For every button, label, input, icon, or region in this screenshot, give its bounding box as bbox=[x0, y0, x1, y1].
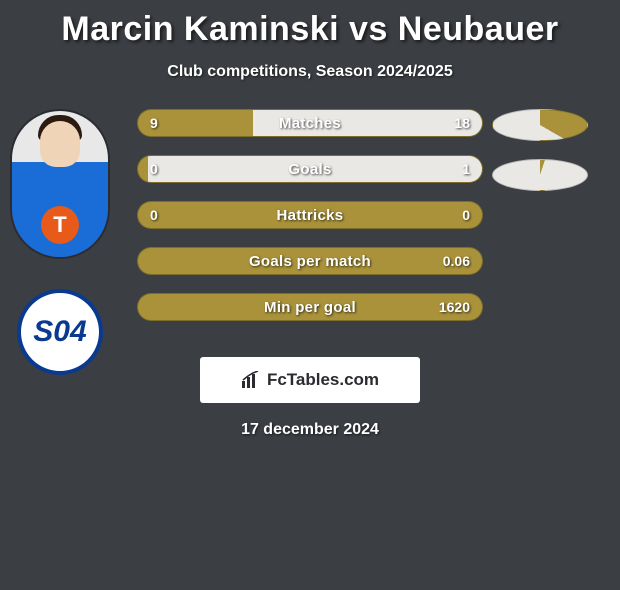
subtitle: Club competitions, Season 2024/2025 bbox=[0, 63, 620, 81]
stat-row: 918Matches bbox=[137, 109, 483, 137]
stat-label: Hattricks bbox=[138, 202, 482, 228]
stat-label: Min per goal bbox=[138, 294, 482, 320]
stat-row: 0.06Goals per match bbox=[137, 247, 483, 275]
stat-pie bbox=[492, 109, 588, 141]
footer-brand-text: FcTables.com bbox=[267, 370, 379, 390]
left-player-column: T S04 bbox=[10, 109, 110, 375]
stat-value-right: 18 bbox=[454, 110, 470, 136]
stat-value-right: 1 bbox=[462, 156, 470, 182]
stat-label: Goals per match bbox=[138, 248, 482, 274]
page-title: Marcin Kaminski vs Neubauer bbox=[0, 10, 620, 49]
stat-value-right: 0.06 bbox=[443, 248, 470, 274]
stat-bar-right bbox=[253, 110, 482, 136]
avatar-sponsor-logo: T bbox=[41, 206, 79, 244]
stat-row: 01Goals bbox=[137, 155, 483, 183]
comparison-bars: 918Matches01Goals00Hattricks0.06Goals pe… bbox=[137, 109, 483, 321]
player-avatar: T bbox=[10, 109, 110, 259]
stat-value-right: 0 bbox=[462, 202, 470, 228]
avatar-head bbox=[40, 121, 80, 167]
stat-value-left: 0 bbox=[150, 156, 158, 182]
club-badge: S04 bbox=[17, 289, 103, 375]
date-text: 17 december 2024 bbox=[0, 421, 620, 439]
stat-value-right: 1620 bbox=[439, 294, 470, 320]
stat-value-left: 0 bbox=[150, 202, 158, 228]
comparison-pies bbox=[492, 109, 602, 209]
club-badge-text: S04 bbox=[33, 315, 86, 349]
stat-pie bbox=[492, 159, 588, 191]
stat-value-left: 9 bbox=[150, 110, 158, 136]
chart-icon bbox=[241, 371, 261, 389]
stat-row: 1620Min per goal bbox=[137, 293, 483, 321]
footer-brand-box: FcTables.com bbox=[200, 357, 420, 403]
comparison-content: T S04 918Matches01Goals00Hattricks0.06Go… bbox=[0, 109, 620, 321]
stat-row: 0 0Hattricks bbox=[137, 201, 483, 229]
stat-bar-right bbox=[148, 156, 482, 182]
